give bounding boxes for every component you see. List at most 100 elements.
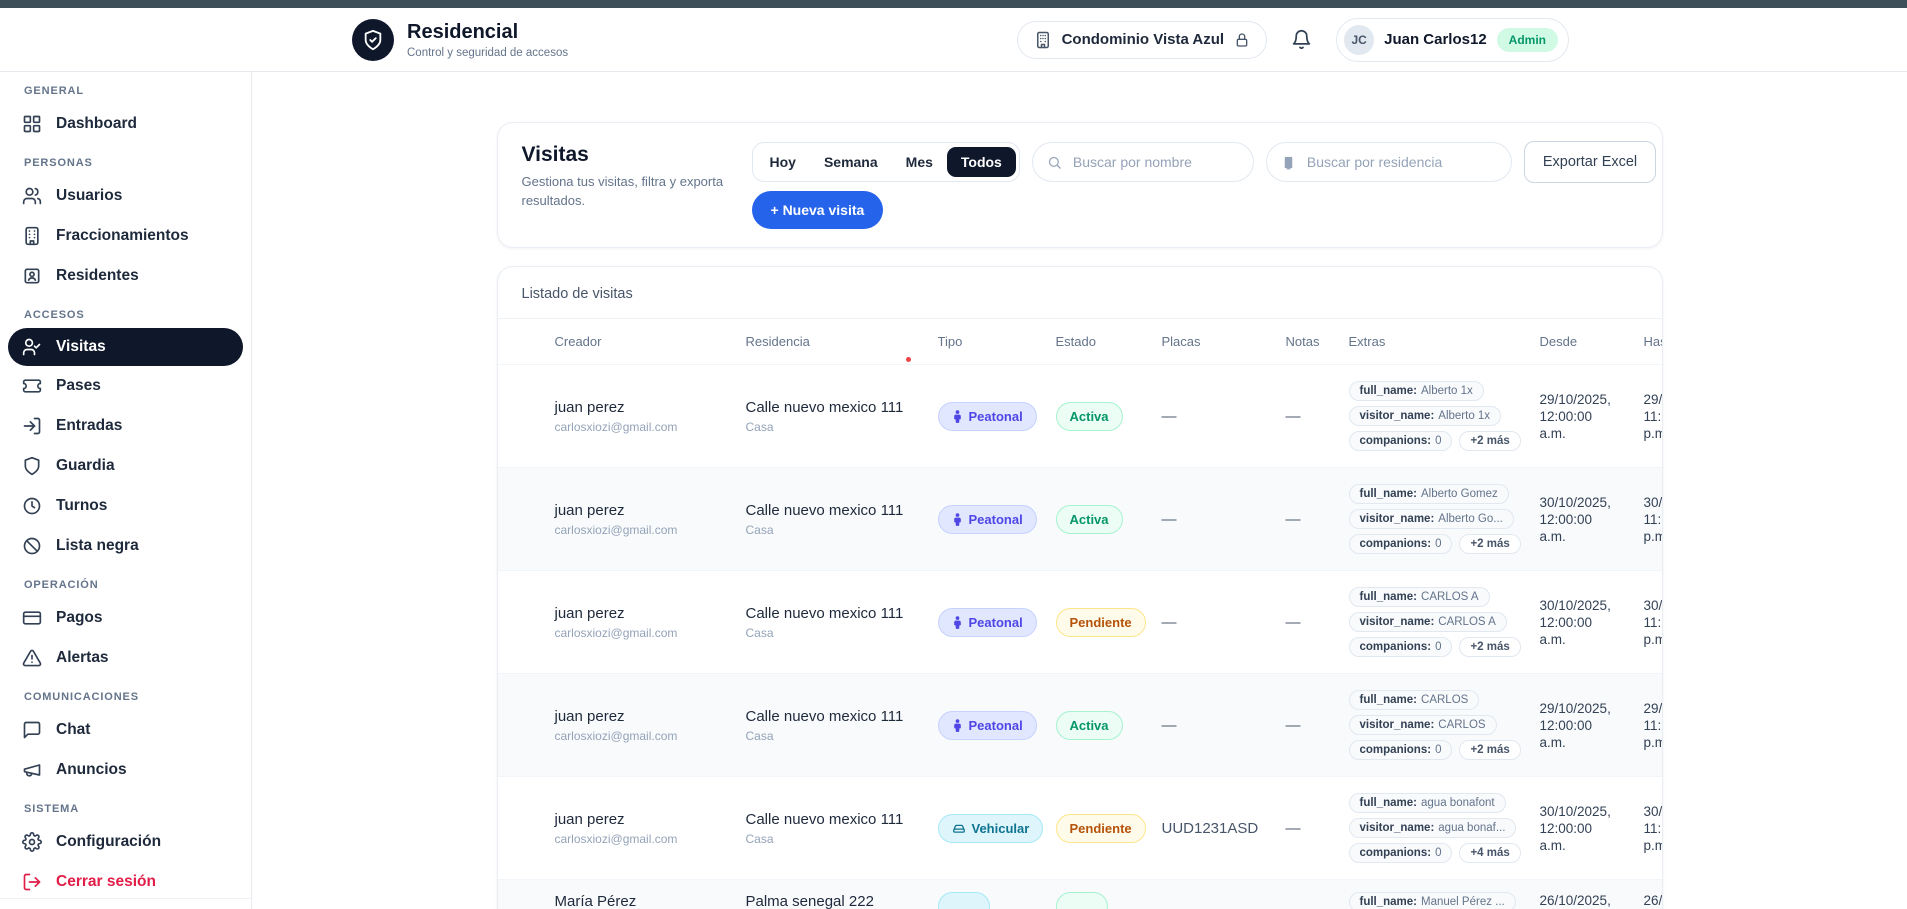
- search-by-name-box: [1031, 142, 1254, 182]
- extra-chip: full_name: CARLOS A: [1348, 587, 1490, 607]
- more-chip[interactable]: +2 más: [1459, 637, 1521, 657]
- notifications-button[interactable]: [1287, 25, 1316, 54]
- search-icon: [1047, 155, 1062, 170]
- chat-bubble-icon: [22, 720, 42, 740]
- sidebar-item-usuarios[interactable]: Usuarios: [0, 176, 251, 216]
- user-name: Juan Carlos12: [1384, 31, 1487, 48]
- hasta-cell: 29/11:p.m: [1643, 700, 1663, 750]
- table-row-3[interactable]: juan perez carlosxiozi@gmail.com Calle nu…: [497, 673, 1663, 776]
- more-chip[interactable]: +2 más: [1459, 534, 1521, 554]
- sidebar-item-turnos[interactable]: Turnos: [0, 486, 251, 526]
- sidebar: GENERAL Dashboard PERSONAS Usuarios Frac…: [0, 72, 252, 909]
- tipo-badge: [937, 892, 990, 909]
- table-row-1[interactable]: juan perez carlosxiozi@gmail.com Calle nu…: [497, 467, 1662, 570]
- sidebar-item-lista-negra[interactable]: Lista negra: [0, 526, 251, 566]
- sidebar-item-alertas[interactable]: Alertas: [0, 638, 251, 678]
- more-chip[interactable]: +2 más: [1459, 431, 1521, 451]
- table-row-2[interactable]: juan perez carlosxiozi@gmail.com Calle nu…: [497, 570, 1663, 673]
- desde-cell: 29/10/2025, 12:00:00 a.m.: [1539, 391, 1611, 441]
- tipo-badge: Peatonal: [937, 504, 1037, 534]
- sidebar-item-fraccionamientos[interactable]: Fraccionamientos: [0, 216, 251, 256]
- table-row-5[interactable]: María Pérez Palma senegal 222 full_name:…: [497, 879, 1662, 909]
- section-label-personas: PERSONAS: [24, 157, 93, 169]
- building-icon: [22, 226, 42, 246]
- log-in-icon: [22, 416, 42, 436]
- residence-name: Palma senegal 222: [745, 893, 874, 909]
- megaphone-icon: [22, 760, 42, 780]
- sidebar-item-entradas[interactable]: Entradas: [0, 406, 251, 446]
- estado-badge: Pendiente: [1055, 607, 1146, 637]
- search-name-input[interactable]: [1070, 153, 1239, 171]
- creator-name: juan perez: [554, 810, 625, 828]
- sidebar-item-residentes[interactable]: Residentes: [0, 256, 251, 296]
- sidebar-item-label: Fraccionamientos: [56, 227, 189, 244]
- more-chip[interactable]: +2 más: [1459, 740, 1521, 760]
- extras-cell: full_name: Manuel Pérez ...: [1348, 892, 1540, 909]
- extra-chip: companions: 0: [1348, 740, 1453, 760]
- desde-cell: 26/10/2025,: [1539, 893, 1611, 908]
- more-chip[interactable]: +4 más: [1459, 843, 1521, 863]
- extra-chip: companions: 0: [1348, 843, 1453, 863]
- sidebar-item-cerrar-sesion[interactable]: Cerrar sesión: [0, 862, 251, 902]
- sidebar-item-label: Alertas: [56, 649, 109, 666]
- visits-table-card: Listado de visitas Creador Residencia Ti…: [496, 266, 1663, 909]
- placas-cell: UUD1231ASD: [1161, 819, 1259, 837]
- residence-name: Calle nuevo mexico 111: [745, 810, 904, 828]
- extra-chip: visitor_name: Alberto Go...: [1348, 509, 1514, 529]
- extra-chip: companions: 0: [1348, 431, 1453, 451]
- header-right: Condominio Vista Azul JC Juan Carlos12 A…: [1016, 17, 1569, 62]
- shield-icon: [22, 456, 42, 476]
- table-row-4[interactable]: juan perez carlosxiozi@gmail.com Calle nu…: [497, 776, 1662, 879]
- section-label-comunicaciones: COMUNICACIONES: [24, 691, 139, 703]
- organization-selector[interactable]: Condominio Vista Azul: [1016, 20, 1268, 59]
- extra-chip: visitor_name: CARLOS: [1348, 715, 1497, 735]
- sidebar-item-visitas[interactable]: Visitas: [8, 328, 243, 366]
- notas-cell: —: [1285, 819, 1301, 837]
- sidebar-item-configuracion[interactable]: Configuración: [0, 822, 251, 862]
- app-header: Residencial Control y seguridad de acces…: [0, 8, 1907, 72]
- hasta-cell: 30/11:p.m: [1643, 597, 1663, 647]
- section-label-operacion: OPERACIÓN: [24, 579, 99, 591]
- search-by-residence-box: [1265, 142, 1512, 182]
- placas-cell: —: [1161, 510, 1177, 528]
- building-icon: [1281, 155, 1296, 170]
- organization-name: Condominio Vista Azul: [1061, 31, 1225, 48]
- notas-cell: —: [1285, 510, 1301, 528]
- bell-icon: [1291, 29, 1312, 50]
- sidebar-item-label: Cerrar sesión: [56, 873, 156, 890]
- col-desde: Desde: [1539, 334, 1578, 349]
- sidebar-item-pagos[interactable]: Pagos: [0, 598, 251, 638]
- col-estado: Estado: [1055, 334, 1096, 349]
- new-visit-button[interactable]: + Nueva visita: [751, 191, 884, 229]
- pedestrian-icon: [953, 409, 961, 423]
- sidebar-item-pases[interactable]: Pases: [0, 366, 251, 406]
- avatar: JC: [1344, 24, 1375, 55]
- top-accent-bar: [0, 0, 1907, 8]
- sidebar-item-guardia[interactable]: Guardia: [0, 446, 251, 486]
- export-excel-button[interactable]: Exportar Excel: [1523, 141, 1657, 183]
- residence-name: Calle nuevo mexico 111: [745, 707, 904, 725]
- sidebar-item-label: Chat: [56, 721, 91, 738]
- col-notas: Notas: [1285, 334, 1320, 349]
- tab-mes[interactable]: Mes: [905, 154, 933, 170]
- creator-name: María Pérez: [554, 893, 637, 909]
- alert-triangle-icon: [22, 648, 42, 668]
- notas-cell: —: [1285, 716, 1301, 734]
- user-menu[interactable]: JC Juan Carlos12 Admin: [1336, 17, 1569, 62]
- table-card-title: Listado de visitas: [497, 267, 1662, 319]
- placas-cell: —: [1161, 407, 1177, 425]
- tab-semana[interactable]: Semana: [823, 154, 878, 170]
- sidebar-item-chat[interactable]: Chat: [0, 710, 251, 750]
- sidebar-item-dashboard[interactable]: Dashboard: [0, 104, 251, 144]
- sidebar-item-anuncios[interactable]: Anuncios: [0, 750, 251, 790]
- dashboard-grid-icon: [22, 114, 42, 134]
- search-residence-input[interactable]: [1304, 153, 1497, 171]
- residence-name: Calle nuevo mexico 111: [745, 398, 904, 416]
- sidebar-item-label: Guardia: [56, 457, 115, 474]
- sidebar-item-label: Entradas: [56, 417, 123, 434]
- role-badge: Admin: [1496, 27, 1558, 52]
- tab-todos[interactable]: Todos: [946, 147, 1016, 177]
- tab-hoy[interactable]: Hoy: [769, 154, 796, 170]
- table-row-0[interactable]: juan perez carlosxiozi@gmail.com Calle nu…: [497, 364, 1662, 467]
- gear-icon: [22, 832, 42, 852]
